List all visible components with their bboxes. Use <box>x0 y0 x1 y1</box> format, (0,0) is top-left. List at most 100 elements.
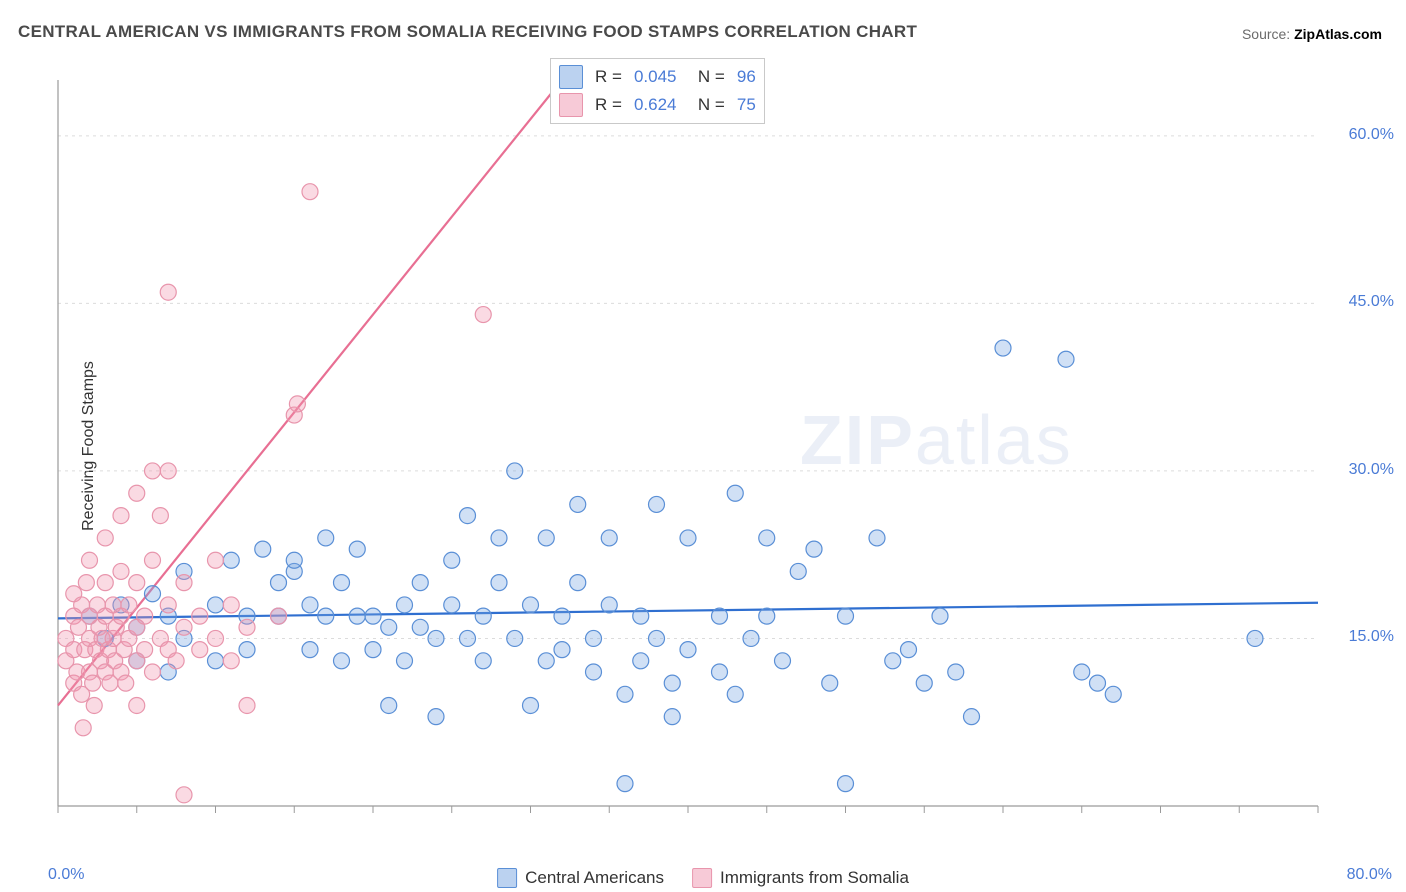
scatter-point <box>523 597 539 613</box>
scatter-point <box>97 575 113 591</box>
y-tick-label: 15.0% <box>1349 628 1394 646</box>
scatter-point <box>208 552 224 568</box>
scatter-point <box>428 709 444 725</box>
scatter-point <box>727 686 743 702</box>
scatter-point <box>507 630 523 646</box>
scatter-point <box>570 496 586 512</box>
scatter-point <box>570 575 586 591</box>
scatter-point <box>176 619 192 635</box>
source-value: ZipAtlas.com <box>1294 26 1382 42</box>
source-attribution: Source: ZipAtlas.com <box>1242 26 1382 42</box>
chart-title: CENTRAL AMERICAN VS IMMIGRANTS FROM SOMA… <box>18 22 917 42</box>
y-tick-label: 45.0% <box>1349 293 1394 311</box>
scatter-point <box>586 630 602 646</box>
scatter-point <box>349 541 365 557</box>
scatter-point <box>160 284 176 300</box>
scatter-point <box>145 552 161 568</box>
scatter-point <box>192 642 208 658</box>
scatter-point <box>145 463 161 479</box>
stat-label-N: N = <box>688 95 724 115</box>
scatter-point <box>1074 664 1090 680</box>
scatter-point <box>680 530 696 546</box>
scatter-point <box>964 709 980 725</box>
scatter-point <box>334 653 350 669</box>
scatter-point <box>208 630 224 646</box>
scatter-point <box>208 597 224 613</box>
scatter-point <box>271 575 287 591</box>
scatter-point <box>381 697 397 713</box>
scatter-point <box>255 541 271 557</box>
scatter-point <box>649 496 665 512</box>
scatter-point <box>633 608 649 624</box>
scatter-point <box>118 675 134 691</box>
stat-value-N: 96 <box>737 67 756 87</box>
scatter-point <box>97 530 113 546</box>
scatter-point <box>995 340 1011 356</box>
scatter-point <box>444 597 460 613</box>
stat-value-R: 0.624 <box>634 95 677 115</box>
scatter-point <box>412 575 428 591</box>
scatter-point <box>176 787 192 803</box>
scatter-point <box>633 653 649 669</box>
scatter-point <box>1105 686 1121 702</box>
legend-label: Immigrants from Somalia <box>720 868 909 888</box>
stats-row: R = 0.624 N = 75 <box>559 91 756 119</box>
scatter-point <box>617 686 633 702</box>
scatter-point <box>302 597 318 613</box>
scatter-point <box>460 630 476 646</box>
scatter-point <box>113 508 129 524</box>
series-swatch <box>559 65 583 89</box>
scatter-point <box>271 608 287 624</box>
scatter-point <box>664 709 680 725</box>
scatter-point <box>176 575 192 591</box>
scatter-point <box>790 563 806 579</box>
scatter-point <box>948 664 964 680</box>
scatter-point <box>1090 675 1106 691</box>
scatter-point <box>82 552 98 568</box>
legend-label: Central Americans <box>525 868 664 888</box>
legend: Central Americans Immigrants from Somalia <box>497 868 909 888</box>
scatter-point <box>680 642 696 658</box>
scatter-point <box>160 597 176 613</box>
scatter-point <box>475 608 491 624</box>
stats-row: R =0.045 N =96 <box>559 63 756 91</box>
series-swatch <box>559 93 583 117</box>
scatter-point <box>601 597 617 613</box>
scatter-point <box>129 575 145 591</box>
stat-label-R: R = <box>595 95 622 115</box>
stat-value-N: 75 <box>737 95 756 115</box>
scatter-point <box>160 463 176 479</box>
scatter-point <box>289 396 305 412</box>
scatter-point <box>1058 351 1074 367</box>
scatter-point <box>192 608 208 624</box>
scatter-point <box>412 619 428 635</box>
scatter-point <box>554 608 570 624</box>
scatter-point <box>932 608 948 624</box>
legend-swatch <box>497 868 517 888</box>
scatter-point <box>712 664 728 680</box>
scatter-point <box>239 619 255 635</box>
scatter-point <box>491 575 507 591</box>
scatter-point <box>365 608 381 624</box>
scatter-point <box>916 675 932 691</box>
scatter-point <box>901 642 917 658</box>
scatter-point <box>775 653 791 669</box>
y-tick-label: 60.0% <box>1349 126 1394 144</box>
scatter-point <box>475 307 491 323</box>
scatter-point <box>239 642 255 658</box>
scatter-point <box>712 608 728 624</box>
scatter-point <box>381 619 397 635</box>
x-axis-min-label: 0.0% <box>48 866 84 884</box>
scatter-chart <box>48 70 1378 840</box>
scatter-point <box>838 776 854 792</box>
scatter-point <box>365 642 381 658</box>
scatter-point <box>239 697 255 713</box>
scatter-point <box>318 608 334 624</box>
y-tick-label: 30.0% <box>1349 461 1394 479</box>
scatter-point <box>129 485 145 501</box>
scatter-point <box>743 630 759 646</box>
scatter-point <box>397 597 413 613</box>
scatter-point <box>334 575 350 591</box>
scatter-point <box>137 642 153 658</box>
scatter-point <box>649 630 665 646</box>
